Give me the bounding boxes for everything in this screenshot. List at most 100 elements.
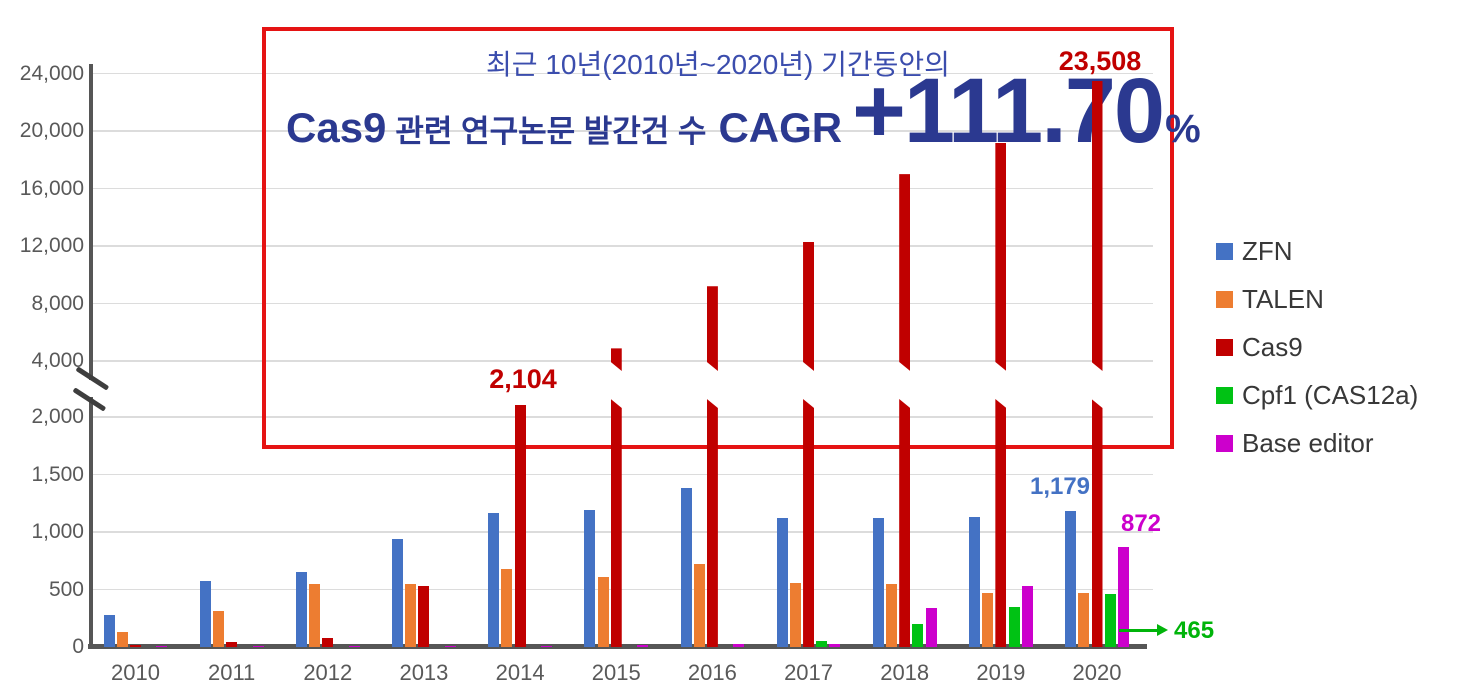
gridline [91, 245, 1153, 247]
bar-cpf1-cas12a-2020 [1104, 593, 1116, 647]
gridline [91, 473, 1153, 476]
bar-base-editor-2017 [829, 644, 841, 647]
annotation-cagr-value: +111.70 [852, 60, 1165, 162]
y-tick-label: 16,000 [19, 176, 84, 200]
bar-talen-2017 [789, 583, 801, 647]
gridline [91, 72, 1153, 75]
arrow-head-icon [1157, 624, 1168, 636]
bar-zfn-2012 [295, 572, 307, 647]
bar-talen-2010 [116, 632, 128, 647]
bar-cas9-2010 [130, 645, 141, 647]
bar-zfn-2019 [968, 517, 980, 647]
value-label-base-editor-2020: 872 [1120, 510, 1162, 537]
annotation-subtitle: 최근 10년(2010년~2020년) 기간동안의 [486, 49, 950, 80]
y-tick-label: 2,000 [31, 405, 84, 428]
y-tick-label: 1,500 [31, 462, 84, 486]
x-tick-label: 2015 [591, 660, 641, 685]
annotation-headline: Cas9 관련 연구논문 발간건 수 CAGR +111.70 % [286, 59, 1201, 164]
bar-cas9-2011 [226, 642, 238, 647]
x-tick-label: 2018 [880, 660, 930, 685]
y-tick-label: 24,000 [19, 61, 84, 85]
gridline [91, 130, 1153, 132]
bar-talen-2013 [405, 584, 417, 647]
bar-talen-2016 [693, 563, 705, 647]
bar-cas9-2015-upper [611, 348, 622, 371]
legend-item-cas9: Cas9 [1216, 332, 1303, 362]
gridline [91, 531, 1153, 533]
legend-label-cpf1-cas12a: Cpf1 (CAS12a) [1242, 380, 1419, 410]
bar-cas9-2015-lower [610, 399, 622, 647]
bar-cas9-2017-upper [803, 242, 814, 371]
value-label-cas9-2014: 2,104 [489, 364, 557, 394]
legend-swatch-zfn [1216, 242, 1233, 260]
bar-zfn-2011 [199, 580, 211, 647]
bar-cas9-2013 [418, 586, 430, 647]
legend-item-cpf1-cas12a: Cpf1 (CAS12a) [1216, 380, 1418, 410]
x-tick-label: 2019 [976, 660, 1026, 685]
gridline [91, 588, 1153, 591]
bar-base-editor-2012 [348, 645, 360, 647]
legend-swatch-cas9 [1216, 338, 1233, 356]
bar-cas9-2012 [322, 638, 334, 647]
y-axis-line-lower [89, 397, 93, 647]
value-label-cpf1-2020: 465 [1174, 617, 1215, 644]
x-tick-label: 2011 [207, 660, 256, 685]
bar-base-editor-2018 [925, 607, 937, 647]
legend-swatch-base-editor [1216, 434, 1233, 452]
bar-cas9-2018-lower [899, 399, 911, 647]
bar-zfn-2015 [584, 510, 596, 647]
bar-zfn-2014 [488, 513, 500, 647]
bar-base-editor-2016 [733, 644, 745, 647]
annotation-percent-sign: % [1165, 107, 1201, 151]
bar-cas9-2018-upper [899, 174, 910, 371]
bar-base-editor-2010 [156, 646, 168, 647]
x-tick-label: 2016 [687, 660, 737, 685]
bar-zfn-2018 [872, 518, 884, 647]
bar-cas9-2017-lower [803, 399, 815, 647]
annotation-korean-text: 관련 연구논문 발간건 수 [395, 114, 707, 149]
bar-base-editor-2019 [1021, 586, 1033, 647]
bar-talen-2012 [309, 584, 321, 647]
bar-cas9-2016-lower [706, 399, 718, 647]
bar-base-editor-2015 [637, 644, 649, 647]
y-tick-label: 1,000 [31, 520, 84, 543]
legend-swatch-talen [1216, 290, 1233, 308]
legend-label-cas9: Cas9 [1242, 332, 1303, 362]
bar-cas9-2020-lower [1091, 399, 1103, 647]
bar-cpf1-cas12a-2019 [1008, 606, 1020, 647]
gridline [91, 302, 1153, 305]
bar-base-editor-2013 [444, 645, 456, 647]
bar-zfn-2016 [680, 488, 692, 647]
bar-cas9-2016-upper [707, 286, 718, 371]
y-tick-label: 20,000 [19, 119, 84, 142]
x-tick-label: 2010 [111, 660, 160, 685]
legend-swatch-cpf1-cas12a [1216, 386, 1233, 404]
bar-base-editor-2014 [541, 645, 552, 647]
y-tick-label: 4,000 [31, 349, 84, 372]
annotation-cagr-label: CAGR [718, 104, 843, 151]
bar-base-editor-2020 [1117, 546, 1129, 647]
x-tick-label: 2017 [784, 660, 834, 685]
y-tick-label: 0 [72, 635, 84, 658]
y-axis-line-upper [89, 64, 93, 380]
bar-base-editor-2011 [252, 645, 264, 647]
legend-label-base-editor: Base editor [1242, 428, 1374, 458]
gridline [91, 416, 1153, 418]
bar-cas9-2019-upper [995, 143, 1006, 372]
bar-zfn-2020 [1065, 511, 1077, 647]
gridline [91, 187, 1153, 190]
cagr-annotation-box: 최근 10년(2010년~2020년) 기간동안의 Cas9 관련 연구논문 발… [262, 27, 1201, 449]
bar-talen-2019 [982, 592, 994, 647]
bar-cpf1-cas12a-2017 [816, 640, 828, 647]
legend-item-talen: TALEN [1216, 284, 1324, 314]
y-tick-label: 8,000 [31, 291, 84, 315]
bar-zfn-2010 [103, 614, 115, 647]
bar-talen-2020 [1078, 592, 1090, 647]
value-label-zfn-2020: 1,179 [1029, 473, 1091, 500]
annotation-cas9-label: Cas9 [286, 104, 387, 151]
value-label-cas9-2020: 23,508 [1058, 46, 1142, 76]
legend-label-talen: TALEN [1242, 284, 1324, 314]
bar-talen-2018 [886, 584, 897, 647]
bar-cas9-2019-lower [995, 399, 1007, 647]
